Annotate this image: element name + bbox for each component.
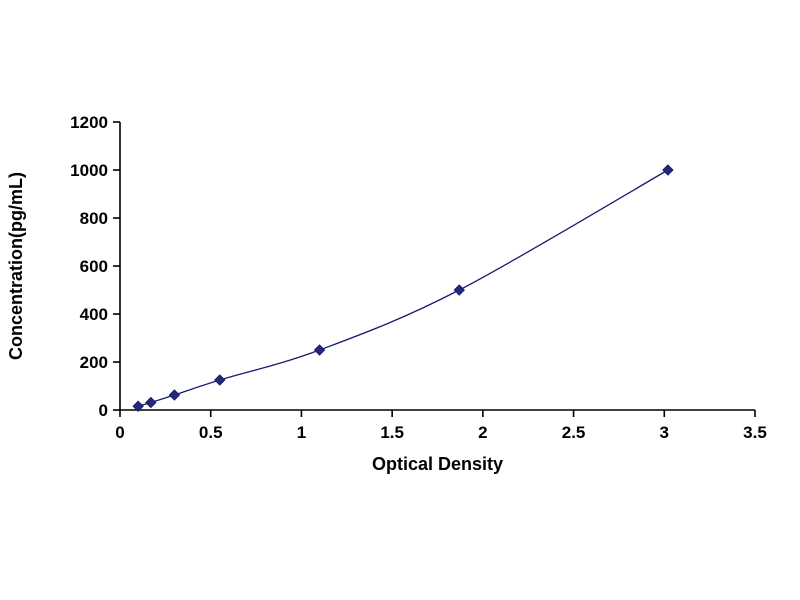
y-tick-label: 400 <box>80 305 108 324</box>
x-tick-label: 0 <box>115 423 124 442</box>
x-tick-label: 2.5 <box>562 423 586 442</box>
x-tick-label: 3 <box>660 423 669 442</box>
data-point-marker <box>313 344 326 356</box>
data-point-marker <box>168 389 181 401</box>
data-point-marker <box>214 374 226 386</box>
x-tick-label: 3.5 <box>743 423 767 442</box>
y-axis-title: Concentration(pg/mL) <box>6 172 26 360</box>
y-tick-label: 200 <box>80 353 108 372</box>
x-tick-label: 0.5 <box>199 423 223 442</box>
data-point-marker <box>662 164 674 176</box>
x-tick-label: 1 <box>297 423 306 442</box>
data-point-marker <box>453 284 465 296</box>
y-tick-label: 1200 <box>70 113 108 132</box>
y-tick-label: 800 <box>80 209 108 228</box>
y-tick-label: 1000 <box>70 161 108 180</box>
curve-line <box>137 169 669 407</box>
x-tick-label: 1.5 <box>380 423 404 442</box>
x-axis-title: Optical Density <box>372 454 503 474</box>
data-point-marker <box>132 400 144 412</box>
y-tick-label: 600 <box>80 257 108 276</box>
x-tick-label: 2 <box>478 423 487 442</box>
y-tick-label: 0 <box>99 401 108 420</box>
data-point-marker <box>145 396 157 409</box>
